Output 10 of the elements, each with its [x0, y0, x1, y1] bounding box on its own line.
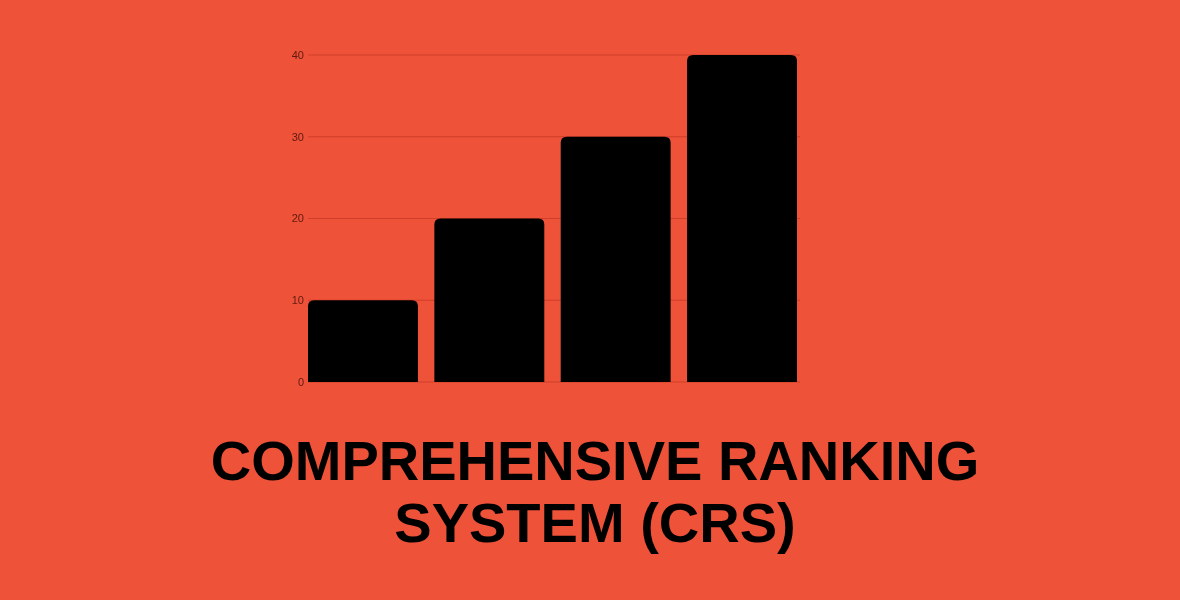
bar	[434, 218, 545, 382]
y-tick-label: 20	[291, 212, 304, 225]
bar	[308, 300, 418, 382]
text: COMPREHENSIVE RANKING SYSTEM (CRS)	[210, 429, 980, 554]
bar	[560, 136, 671, 382]
bar	[687, 55, 797, 382]
y-tick-label: 0	[297, 375, 304, 388]
y-tick-label: 30	[291, 130, 304, 143]
y-tick-label: 10	[291, 294, 304, 307]
y-tick-label: 40	[291, 48, 304, 61]
